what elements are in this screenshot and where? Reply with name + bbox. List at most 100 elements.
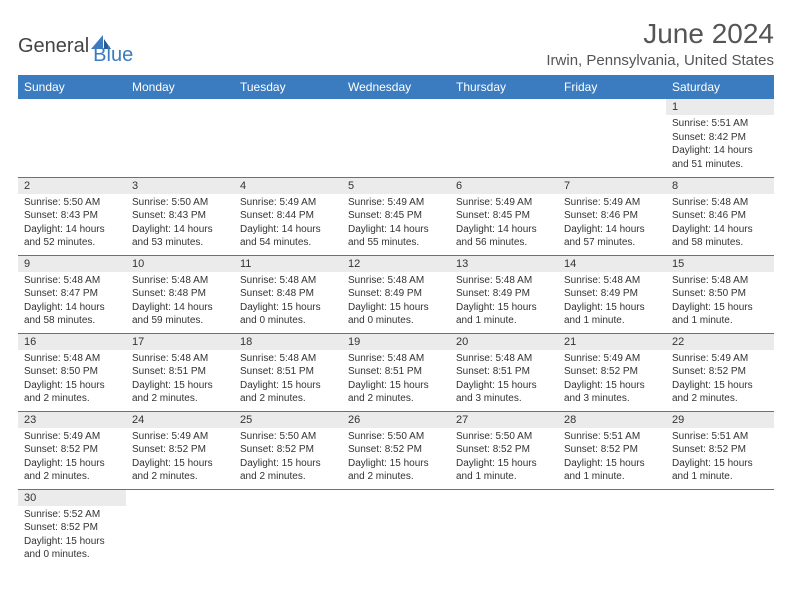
title-block: June 2024 Irwin, Pennsylvania, United St…: [546, 18, 774, 69]
calendar-cell: [558, 99, 666, 177]
calendar-cell: 1Sunrise: 5:51 AMSunset: 8:42 PMDaylight…: [666, 99, 774, 177]
calendar-cell: 25Sunrise: 5:50 AMSunset: 8:52 PMDayligh…: [234, 411, 342, 489]
day-details: Sunrise: 5:49 AMSunset: 8:52 PMDaylight:…: [558, 350, 666, 408]
day-details: Sunrise: 5:48 AMSunset: 8:47 PMDaylight:…: [18, 272, 126, 330]
day-number: 2: [18, 178, 126, 194]
calendar-cell: 27Sunrise: 5:50 AMSunset: 8:52 PMDayligh…: [450, 411, 558, 489]
weekday-header: Monday: [126, 75, 234, 99]
day-details: Sunrise: 5:48 AMSunset: 8:50 PMDaylight:…: [18, 350, 126, 408]
weekday-header: Wednesday: [342, 75, 450, 99]
weekday-header: Tuesday: [234, 75, 342, 99]
day-details: Sunrise: 5:48 AMSunset: 8:49 PMDaylight:…: [342, 272, 450, 330]
weekday-header: Sunday: [18, 75, 126, 99]
day-number: 27: [450, 412, 558, 428]
day-number: 7: [558, 178, 666, 194]
day-number: 29: [666, 412, 774, 428]
calendar-cell: 8Sunrise: 5:48 AMSunset: 8:46 PMDaylight…: [666, 177, 774, 255]
day-details: Sunrise: 5:51 AMSunset: 8:52 PMDaylight:…: [666, 428, 774, 486]
day-number: 1: [666, 99, 774, 115]
calendar-cell: 5Sunrise: 5:49 AMSunset: 8:45 PMDaylight…: [342, 177, 450, 255]
weekday-header: Saturday: [666, 75, 774, 99]
calendar-cell: 24Sunrise: 5:49 AMSunset: 8:52 PMDayligh…: [126, 411, 234, 489]
day-number: 16: [18, 334, 126, 350]
day-details: Sunrise: 5:50 AMSunset: 8:43 PMDaylight:…: [18, 194, 126, 252]
calendar-cell: 23Sunrise: 5:49 AMSunset: 8:52 PMDayligh…: [18, 411, 126, 489]
day-number: 6: [450, 178, 558, 194]
calendar-row: 2Sunrise: 5:50 AMSunset: 8:43 PMDaylight…: [18, 177, 774, 255]
day-number: 22: [666, 334, 774, 350]
weekday-header: Thursday: [450, 75, 558, 99]
day-number: 8: [666, 178, 774, 194]
day-details: Sunrise: 5:49 AMSunset: 8:44 PMDaylight:…: [234, 194, 342, 252]
day-number: 15: [666, 256, 774, 272]
calendar-cell: [450, 99, 558, 177]
calendar-cell: 11Sunrise: 5:48 AMSunset: 8:48 PMDayligh…: [234, 255, 342, 333]
day-details: Sunrise: 5:49 AMSunset: 8:52 PMDaylight:…: [126, 428, 234, 486]
day-number: 19: [342, 334, 450, 350]
weekday-header-row: SundayMondayTuesdayWednesdayThursdayFrid…: [18, 75, 774, 99]
location: Irwin, Pennsylvania, United States: [546, 52, 774, 69]
calendar-cell: [234, 489, 342, 567]
calendar-cell: [666, 489, 774, 567]
calendar-cell: 7Sunrise: 5:49 AMSunset: 8:46 PMDaylight…: [558, 177, 666, 255]
calendar-cell: 28Sunrise: 5:51 AMSunset: 8:52 PMDayligh…: [558, 411, 666, 489]
day-details: Sunrise: 5:50 AMSunset: 8:43 PMDaylight:…: [126, 194, 234, 252]
calendar-cell: [342, 489, 450, 567]
day-details: Sunrise: 5:48 AMSunset: 8:49 PMDaylight:…: [450, 272, 558, 330]
calendar-cell: [450, 489, 558, 567]
calendar-cell: 15Sunrise: 5:48 AMSunset: 8:50 PMDayligh…: [666, 255, 774, 333]
calendar-cell: 3Sunrise: 5:50 AMSunset: 8:43 PMDaylight…: [126, 177, 234, 255]
day-details: Sunrise: 5:50 AMSunset: 8:52 PMDaylight:…: [342, 428, 450, 486]
calendar-cell: 29Sunrise: 5:51 AMSunset: 8:52 PMDayligh…: [666, 411, 774, 489]
calendar-row: 23Sunrise: 5:49 AMSunset: 8:52 PMDayligh…: [18, 411, 774, 489]
logo-text-blue: Blue: [93, 44, 133, 67]
calendar-cell: 6Sunrise: 5:49 AMSunset: 8:45 PMDaylight…: [450, 177, 558, 255]
day-number: 14: [558, 256, 666, 272]
calendar-cell: 13Sunrise: 5:48 AMSunset: 8:49 PMDayligh…: [450, 255, 558, 333]
day-details: Sunrise: 5:51 AMSunset: 8:42 PMDaylight:…: [666, 115, 774, 173]
day-number: 5: [342, 178, 450, 194]
logo: General Blue: [18, 26, 133, 67]
calendar-cell: 12Sunrise: 5:48 AMSunset: 8:49 PMDayligh…: [342, 255, 450, 333]
day-number: 21: [558, 334, 666, 350]
day-number: 17: [126, 334, 234, 350]
day-number: 11: [234, 256, 342, 272]
day-details: Sunrise: 5:48 AMSunset: 8:51 PMDaylight:…: [342, 350, 450, 408]
day-details: Sunrise: 5:49 AMSunset: 8:45 PMDaylight:…: [450, 194, 558, 252]
calendar-cell: [126, 489, 234, 567]
calendar-cell: 20Sunrise: 5:48 AMSunset: 8:51 PMDayligh…: [450, 333, 558, 411]
calendar-cell: [18, 99, 126, 177]
calendar-row: 1Sunrise: 5:51 AMSunset: 8:42 PMDaylight…: [18, 99, 774, 177]
calendar-cell: 19Sunrise: 5:48 AMSunset: 8:51 PMDayligh…: [342, 333, 450, 411]
calendar-cell: [234, 99, 342, 177]
calendar-cell: 9Sunrise: 5:48 AMSunset: 8:47 PMDaylight…: [18, 255, 126, 333]
calendar-cell: 22Sunrise: 5:49 AMSunset: 8:52 PMDayligh…: [666, 333, 774, 411]
calendar-row: 16Sunrise: 5:48 AMSunset: 8:50 PMDayligh…: [18, 333, 774, 411]
calendar-cell: 30Sunrise: 5:52 AMSunset: 8:52 PMDayligh…: [18, 489, 126, 567]
day-details: Sunrise: 5:51 AMSunset: 8:52 PMDaylight:…: [558, 428, 666, 486]
calendar-body: 1Sunrise: 5:51 AMSunset: 8:42 PMDaylight…: [18, 99, 774, 567]
day-number: 10: [126, 256, 234, 272]
weekday-header: Friday: [558, 75, 666, 99]
day-number: 9: [18, 256, 126, 272]
calendar-table: SundayMondayTuesdayWednesdayThursdayFrid…: [18, 75, 774, 567]
calendar-cell: 17Sunrise: 5:48 AMSunset: 8:51 PMDayligh…: [126, 333, 234, 411]
day-number: 23: [18, 412, 126, 428]
day-number: 18: [234, 334, 342, 350]
day-details: Sunrise: 5:49 AMSunset: 8:45 PMDaylight:…: [342, 194, 450, 252]
calendar-cell: 21Sunrise: 5:49 AMSunset: 8:52 PMDayligh…: [558, 333, 666, 411]
calendar-cell: 18Sunrise: 5:48 AMSunset: 8:51 PMDayligh…: [234, 333, 342, 411]
calendar-cell: [342, 99, 450, 177]
month-title: June 2024: [546, 18, 774, 50]
day-number: 3: [126, 178, 234, 194]
calendar-cell: 16Sunrise: 5:48 AMSunset: 8:50 PMDayligh…: [18, 333, 126, 411]
day-number: 13: [450, 256, 558, 272]
day-details: Sunrise: 5:50 AMSunset: 8:52 PMDaylight:…: [450, 428, 558, 486]
day-details: Sunrise: 5:48 AMSunset: 8:48 PMDaylight:…: [234, 272, 342, 330]
calendar-cell: 26Sunrise: 5:50 AMSunset: 8:52 PMDayligh…: [342, 411, 450, 489]
day-number: 4: [234, 178, 342, 194]
day-details: Sunrise: 5:49 AMSunset: 8:52 PMDaylight:…: [666, 350, 774, 408]
day-details: Sunrise: 5:48 AMSunset: 8:51 PMDaylight:…: [234, 350, 342, 408]
day-details: Sunrise: 5:48 AMSunset: 8:49 PMDaylight:…: [558, 272, 666, 330]
header: General Blue June 2024 Irwin, Pennsylvan…: [18, 18, 774, 69]
